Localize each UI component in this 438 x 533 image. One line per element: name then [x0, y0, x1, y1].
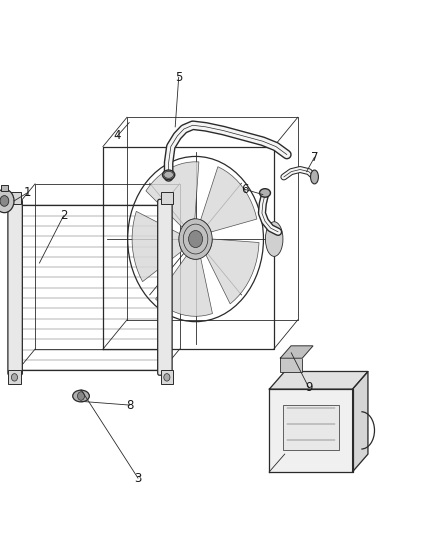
Polygon shape [146, 162, 199, 227]
Text: 4: 4 [113, 130, 121, 142]
Polygon shape [206, 239, 259, 304]
Bar [1, 185, 8, 191]
Polygon shape [132, 212, 182, 281]
Polygon shape [280, 346, 313, 358]
Text: 2: 2 [60, 209, 67, 222]
Ellipse shape [259, 189, 271, 197]
FancyBboxPatch shape [158, 199, 172, 375]
FancyBboxPatch shape [8, 199, 22, 375]
Polygon shape [353, 372, 368, 472]
Text: 3: 3 [134, 472, 141, 484]
Text: 7: 7 [311, 151, 318, 164]
Bar [8, 370, 21, 384]
Text: 5: 5 [175, 71, 182, 84]
Ellipse shape [162, 170, 175, 180]
Text: 8: 8 [126, 399, 133, 411]
Polygon shape [269, 389, 353, 472]
Ellipse shape [73, 390, 89, 402]
Ellipse shape [265, 222, 283, 256]
Bar [280, 358, 302, 372]
Polygon shape [269, 372, 368, 389]
Text: 9: 9 [305, 381, 313, 394]
Polygon shape [155, 256, 212, 316]
Bar [8, 192, 21, 204]
Text: 1: 1 [23, 187, 31, 199]
Polygon shape [201, 167, 257, 232]
Bar [161, 192, 173, 204]
Ellipse shape [311, 170, 318, 184]
Circle shape [179, 219, 212, 260]
Bar [161, 370, 173, 384]
Circle shape [78, 392, 85, 400]
Bar [283, 405, 339, 450]
Circle shape [164, 374, 170, 381]
Circle shape [11, 374, 18, 381]
Circle shape [0, 196, 9, 206]
Circle shape [0, 189, 14, 213]
Circle shape [188, 231, 202, 248]
Text: 6: 6 [240, 183, 248, 196]
